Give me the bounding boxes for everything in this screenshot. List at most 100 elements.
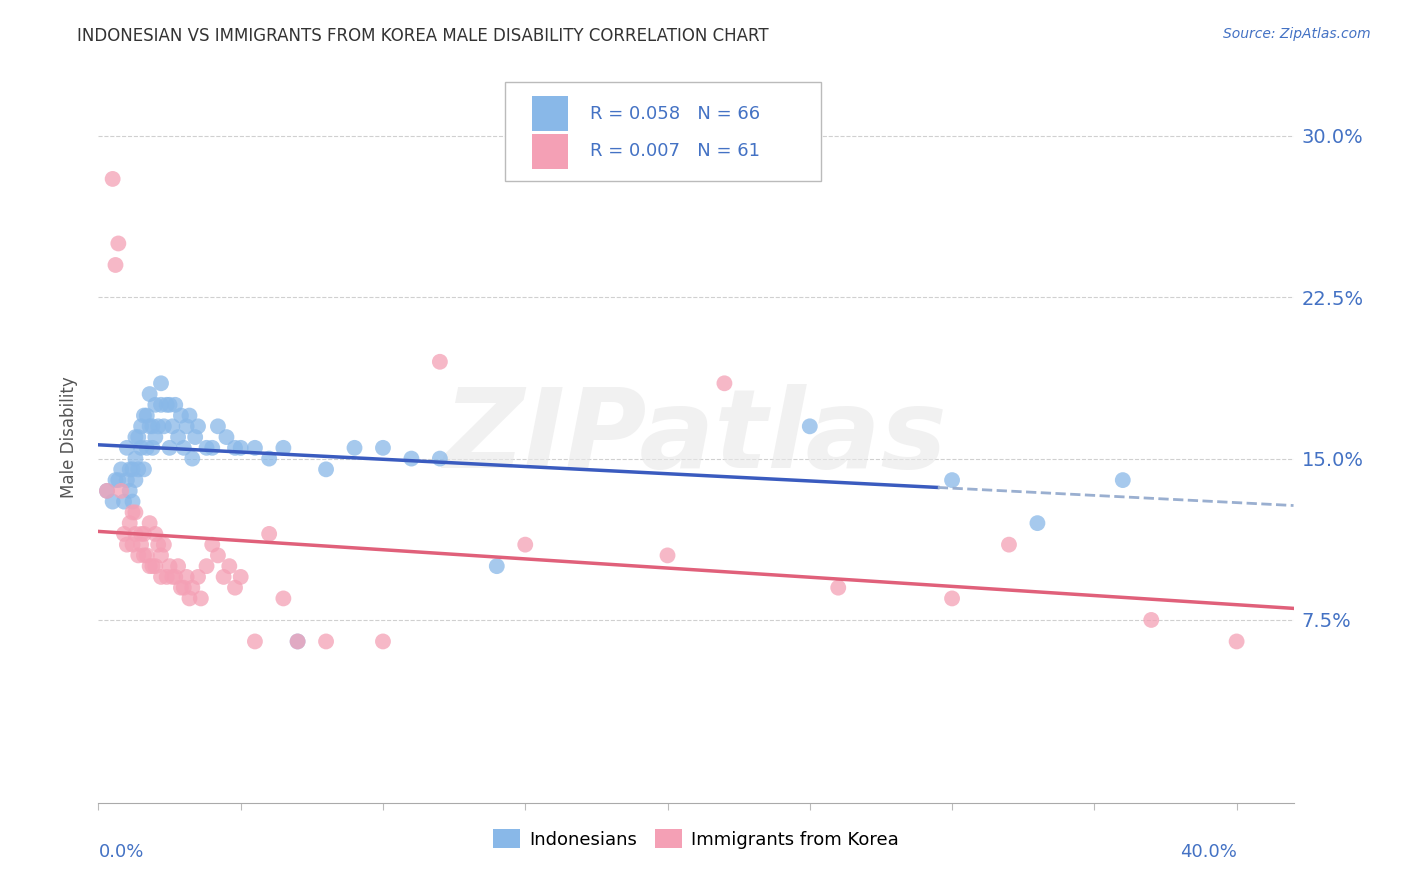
Point (371, 441, 394, 455)
Point (129, 441, 152, 455)
Text: R = 0.007   N = 61: R = 0.007 N = 61 (589, 142, 759, 160)
Point (195, 559, 218, 574)
Point (184, 430, 207, 444)
Point (941, 473, 963, 487)
Point (1112, 473, 1135, 487)
Point (121, 462, 143, 476)
Point (173, 581, 195, 595)
Point (165, 398, 187, 412)
Y-axis label: Male Disability: Male Disability (59, 376, 77, 498)
Point (1140, 613, 1163, 627)
Bar (533, 134, 568, 169)
Point (657, 549, 679, 563)
Text: R = 0.058   N = 66: R = 0.058 N = 66 (589, 104, 759, 123)
Point (118, 462, 141, 476)
Point (150, 570, 173, 584)
Point (207, 419, 229, 434)
Point (1226, 634, 1249, 648)
Point (165, 570, 187, 584)
Point (343, 441, 366, 455)
Point (201, 441, 224, 455)
Point (195, 441, 218, 455)
Point (138, 387, 160, 401)
Point (118, 516, 141, 530)
Point (515, 538, 537, 552)
Point (485, 559, 508, 574)
Point (110, 483, 132, 498)
Bar (533, 96, 568, 131)
Point (135, 549, 157, 563)
Point (799, 419, 821, 434)
Point (159, 559, 181, 574)
Point (371, 634, 394, 648)
Point (135, 409, 157, 423)
Point (124, 505, 146, 519)
Point (121, 494, 143, 508)
Point (315, 462, 337, 476)
Point (150, 376, 173, 391)
Point (129, 538, 152, 552)
Point (115, 538, 138, 552)
Point (101, 172, 124, 186)
Point (148, 538, 170, 552)
Point (176, 570, 198, 584)
Point (713, 376, 735, 391)
Point (201, 538, 224, 552)
Point (162, 570, 184, 584)
Point (162, 419, 184, 434)
Point (224, 581, 246, 595)
Point (127, 549, 149, 563)
Point (243, 441, 266, 455)
Point (187, 570, 209, 584)
Point (212, 570, 235, 584)
Point (110, 462, 132, 476)
Point (998, 538, 1021, 552)
Point (170, 409, 193, 423)
Point (273, 441, 295, 455)
Point (124, 527, 146, 541)
Point (96, 483, 118, 498)
Point (153, 419, 176, 434)
Point (138, 419, 160, 434)
Point (112, 527, 135, 541)
Point (167, 559, 190, 574)
Text: ZIPatlas: ZIPatlas (444, 384, 948, 491)
Point (138, 559, 160, 574)
Text: INDONESIAN VS IMMIGRANTS FROM KOREA MALE DISABILITY CORRELATION CHART: INDONESIAN VS IMMIGRANTS FROM KOREA MALE… (77, 27, 769, 45)
Point (159, 398, 181, 412)
Point (112, 494, 135, 508)
Point (156, 570, 179, 584)
Point (132, 549, 155, 563)
Point (127, 462, 149, 476)
Point (257, 527, 280, 541)
Point (153, 538, 176, 552)
Point (141, 441, 163, 455)
Text: 40.0%: 40.0% (1180, 843, 1237, 861)
Point (429, 355, 451, 369)
Point (132, 462, 155, 476)
Point (190, 591, 212, 606)
Point (173, 441, 195, 455)
Point (170, 581, 193, 595)
Point (101, 494, 124, 508)
Point (156, 398, 179, 412)
FancyBboxPatch shape (505, 82, 821, 181)
Point (215, 430, 238, 444)
Point (143, 559, 166, 574)
Point (181, 451, 204, 466)
Point (96, 483, 118, 498)
Point (229, 441, 252, 455)
Point (104, 258, 127, 272)
Point (181, 581, 204, 595)
Point (148, 419, 170, 434)
Point (132, 527, 155, 541)
Point (287, 634, 309, 648)
Point (124, 473, 146, 487)
Point (429, 451, 451, 466)
Point (150, 549, 173, 563)
Point (176, 419, 198, 434)
Point (135, 441, 157, 455)
Point (143, 398, 166, 412)
Legend: Indonesians, Immigrants from Korea: Indonesians, Immigrants from Korea (486, 822, 905, 856)
Point (257, 451, 280, 466)
